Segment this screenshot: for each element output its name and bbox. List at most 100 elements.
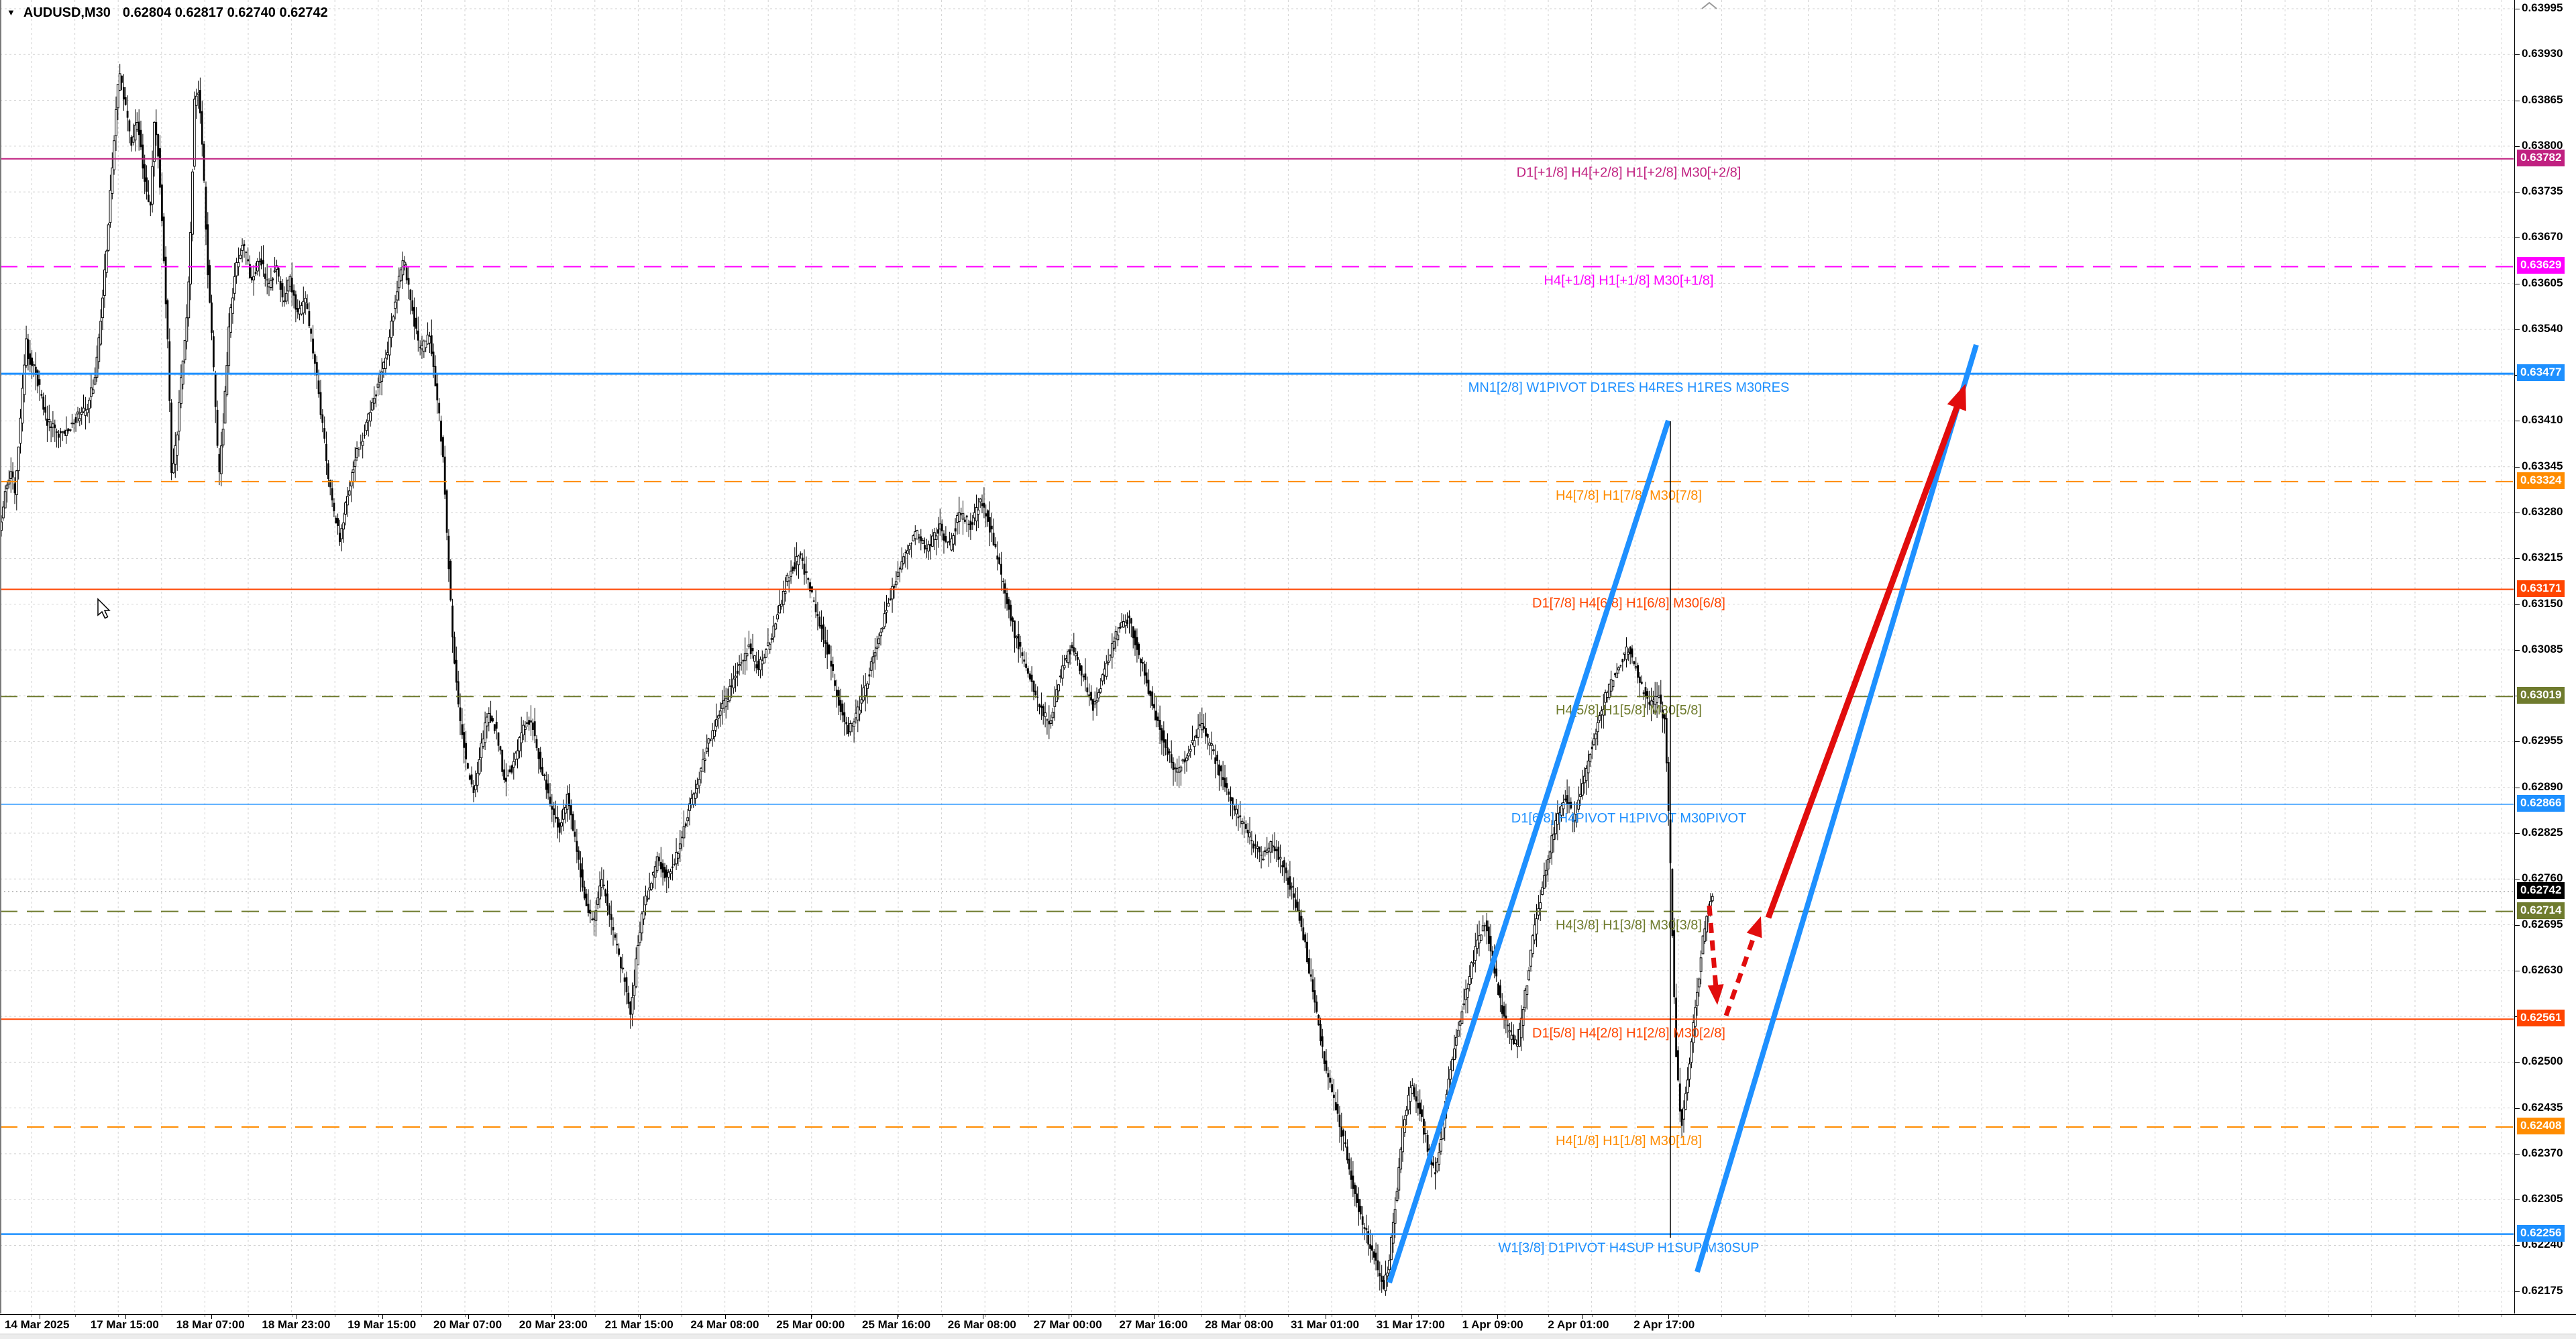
scroll-end-marker[interactable] xyxy=(1701,1,1717,9)
time-axis-label: 31 Mar 17:00 xyxy=(1376,1318,1445,1331)
price-level-badge: 0.62408 xyxy=(2517,1118,2565,1135)
price-tick-label: 0.62760 xyxy=(2522,871,2563,885)
time-axis[interactable]: 14 Mar 2025 17 Mar 15:00 18 Mar 07:00 18 Ma… xyxy=(0,1314,2576,1334)
time-minor-tick xyxy=(508,1315,509,1317)
time-minor-tick xyxy=(248,1315,249,1317)
price-tick-label: 0.63670 xyxy=(2522,230,2563,244)
forecast-arrows[interactable] xyxy=(1707,384,1966,1017)
time-minor-tick xyxy=(2328,1315,2329,1317)
price-tick-label: 0.62955 xyxy=(2522,734,2563,747)
time-minor-tick xyxy=(465,1315,466,1317)
time-minor-tick xyxy=(1765,1315,1766,1317)
channel-trendline[interactable] xyxy=(1387,419,1671,1284)
chart-plot-area[interactable]: D1[+1/8] H4[+2/8] H1[+2/8] M30[+2/8] H4[+… xyxy=(0,0,2514,1314)
pivot-level-lines xyxy=(0,158,2514,1235)
time-axis-label: 20 Mar 07:00 xyxy=(433,1318,502,1331)
time-axis-label: 28 Mar 08:00 xyxy=(1205,1318,1274,1331)
time-axis-label: 21 Mar 15:00 xyxy=(604,1318,674,1331)
price-tick-label: 0.63215 xyxy=(2522,551,2563,564)
time-axis-label: 20 Mar 23:00 xyxy=(519,1318,588,1331)
pivot-level-label: D1[5/8] H4[2/8] H1[2/8] M30[2/8] xyxy=(1532,1026,1725,1040)
price-level-badge: 0.62714 xyxy=(2517,902,2565,919)
time-minor-tick xyxy=(724,1315,726,1317)
time-minor-tick xyxy=(1028,1315,1029,1317)
arrow-head xyxy=(1746,916,1762,939)
time-minor-tick xyxy=(1201,1315,1203,1317)
time-minor-tick xyxy=(2371,1315,2373,1317)
time-minor-tick xyxy=(2068,1315,2070,1317)
time-axis-label: 19 Mar 15:00 xyxy=(347,1318,417,1331)
arrow-shaft[interactable] xyxy=(1765,404,1961,919)
time-tick-mark xyxy=(1154,1315,1155,1319)
price-tick-label: 0.62435 xyxy=(2522,1100,2563,1114)
time-minor-tick xyxy=(638,1315,639,1317)
pivot-level-label: H4[+1/8] H1[+1/8] M30[+1/8] xyxy=(1544,273,1714,288)
pivot-level-labels: D1[+1/8] H4[+2/8] H1[+2/8] M30[+2/8] H4[+… xyxy=(1468,166,1790,1256)
time-axis-label: 26 Mar 08:00 xyxy=(947,1318,1016,1331)
time-minor-tick xyxy=(421,1315,423,1317)
ohlc-values: 0.62804 0.62817 0.62740 0.62742 xyxy=(122,5,328,20)
time-minor-tick xyxy=(118,1315,119,1317)
pivot-level-label: D1[+1/8] H4[+2/8] H1[+2/8] M30[+2/8] xyxy=(1517,166,1741,180)
time-axis-label: 17 Mar 15:00 xyxy=(90,1318,159,1331)
time-tick-mark xyxy=(468,1315,469,1319)
price-tick-label: 0.62305 xyxy=(2522,1192,2563,1206)
pivot-level-label: W1[3/8] D1PIVOT H4SUP H1SUP M30SUP xyxy=(1498,1241,1759,1256)
pivot-level-label: H4[1/8] H1[1/8] M30[1/8] xyxy=(1556,1134,1702,1148)
time-minor-tick xyxy=(768,1315,769,1317)
time-minor-tick xyxy=(1288,1315,1289,1317)
trend-channel[interactable] xyxy=(1387,343,1979,1284)
time-minor-tick xyxy=(378,1315,379,1317)
window-bottom-edge xyxy=(0,1334,2576,1339)
time-tick-mark xyxy=(897,1315,898,1319)
pivot-level-label: H4[7/8] H1[7/8] M30[7/8] xyxy=(1556,488,1702,503)
pivot-level-label: D1[7/8] H4[6/8] H1[6/8] M30[6/8] xyxy=(1532,596,1725,611)
price-tick-mark xyxy=(2515,649,2520,651)
time-minor-tick xyxy=(2415,1315,2416,1317)
time-axis-label: 14 Mar 2025 xyxy=(5,1318,70,1331)
price-level-badge: 0.63629 xyxy=(2517,257,2565,274)
grid-lines xyxy=(0,0,2514,1314)
time-tick-mark xyxy=(553,1315,555,1319)
time-axis-label: 18 Mar 23:00 xyxy=(262,1318,331,1331)
time-axis-label: 24 Mar 08:00 xyxy=(690,1318,759,1331)
price-tick-mark xyxy=(2515,558,2520,559)
time-minor-tick xyxy=(1938,1315,1939,1317)
candlestick-series xyxy=(0,64,1714,1296)
price-tick-mark xyxy=(2515,329,2520,330)
time-minor-tick xyxy=(1418,1315,1419,1317)
time-minor-tick xyxy=(1115,1315,1116,1317)
time-tick-mark xyxy=(1582,1315,1584,1319)
price-tick-label: 0.63345 xyxy=(2522,459,2563,472)
arrow-shaft[interactable] xyxy=(1707,905,1719,988)
pivot-level-label: MN1[2/8] W1PIVOT D1RES H4RES H1RES M30RE… xyxy=(1468,380,1790,395)
pivot-level-label: H4[5/8] H1[5/8] M30[5/8] xyxy=(1556,703,1702,718)
arrow-head xyxy=(1947,384,1966,411)
price-level-badge: 0.62256 xyxy=(2517,1224,2565,1242)
time-axis-label: 2 Apr 17:00 xyxy=(1633,1318,1695,1331)
time-tick-mark xyxy=(382,1315,384,1319)
arrow-shaft[interactable] xyxy=(1723,932,1758,1017)
price-tick-mark xyxy=(2515,1245,2520,1246)
time-axis-label: 2 Apr 01:00 xyxy=(1548,1318,1609,1331)
channel-trendline[interactable] xyxy=(1695,343,1979,1273)
time-axis-label: 27 Mar 16:00 xyxy=(1119,1318,1188,1331)
price-level-badge: 0.63324 xyxy=(2517,472,2565,489)
price-tick-label: 0.63930 xyxy=(2522,47,2563,60)
price-tick-mark xyxy=(2515,54,2520,56)
price-tick-label: 0.63865 xyxy=(2522,93,2563,106)
price-axis[interactable]: 0.63995 0.63930 0.63865 0.63800 0.63735 0.636… xyxy=(2514,0,2576,1314)
time-minor-tick xyxy=(2025,1315,2026,1317)
price-tick-label: 0.62825 xyxy=(2522,825,2563,839)
time-tick-mark xyxy=(1411,1315,1412,1319)
symbol-period-label: AUDUSD,M30 xyxy=(23,5,111,20)
price-tick-mark xyxy=(2515,237,2520,239)
price-tick-mark xyxy=(2515,1108,2520,1109)
price-tick-label: 0.63800 xyxy=(2522,138,2563,152)
symbol-dropdown-icon[interactable]: ▼ xyxy=(7,7,15,17)
time-minor-tick xyxy=(1548,1315,1549,1317)
time-minor-tick xyxy=(1375,1315,1376,1317)
time-minor-tick xyxy=(1591,1315,1593,1317)
price-tick-mark xyxy=(2515,1199,2520,1201)
